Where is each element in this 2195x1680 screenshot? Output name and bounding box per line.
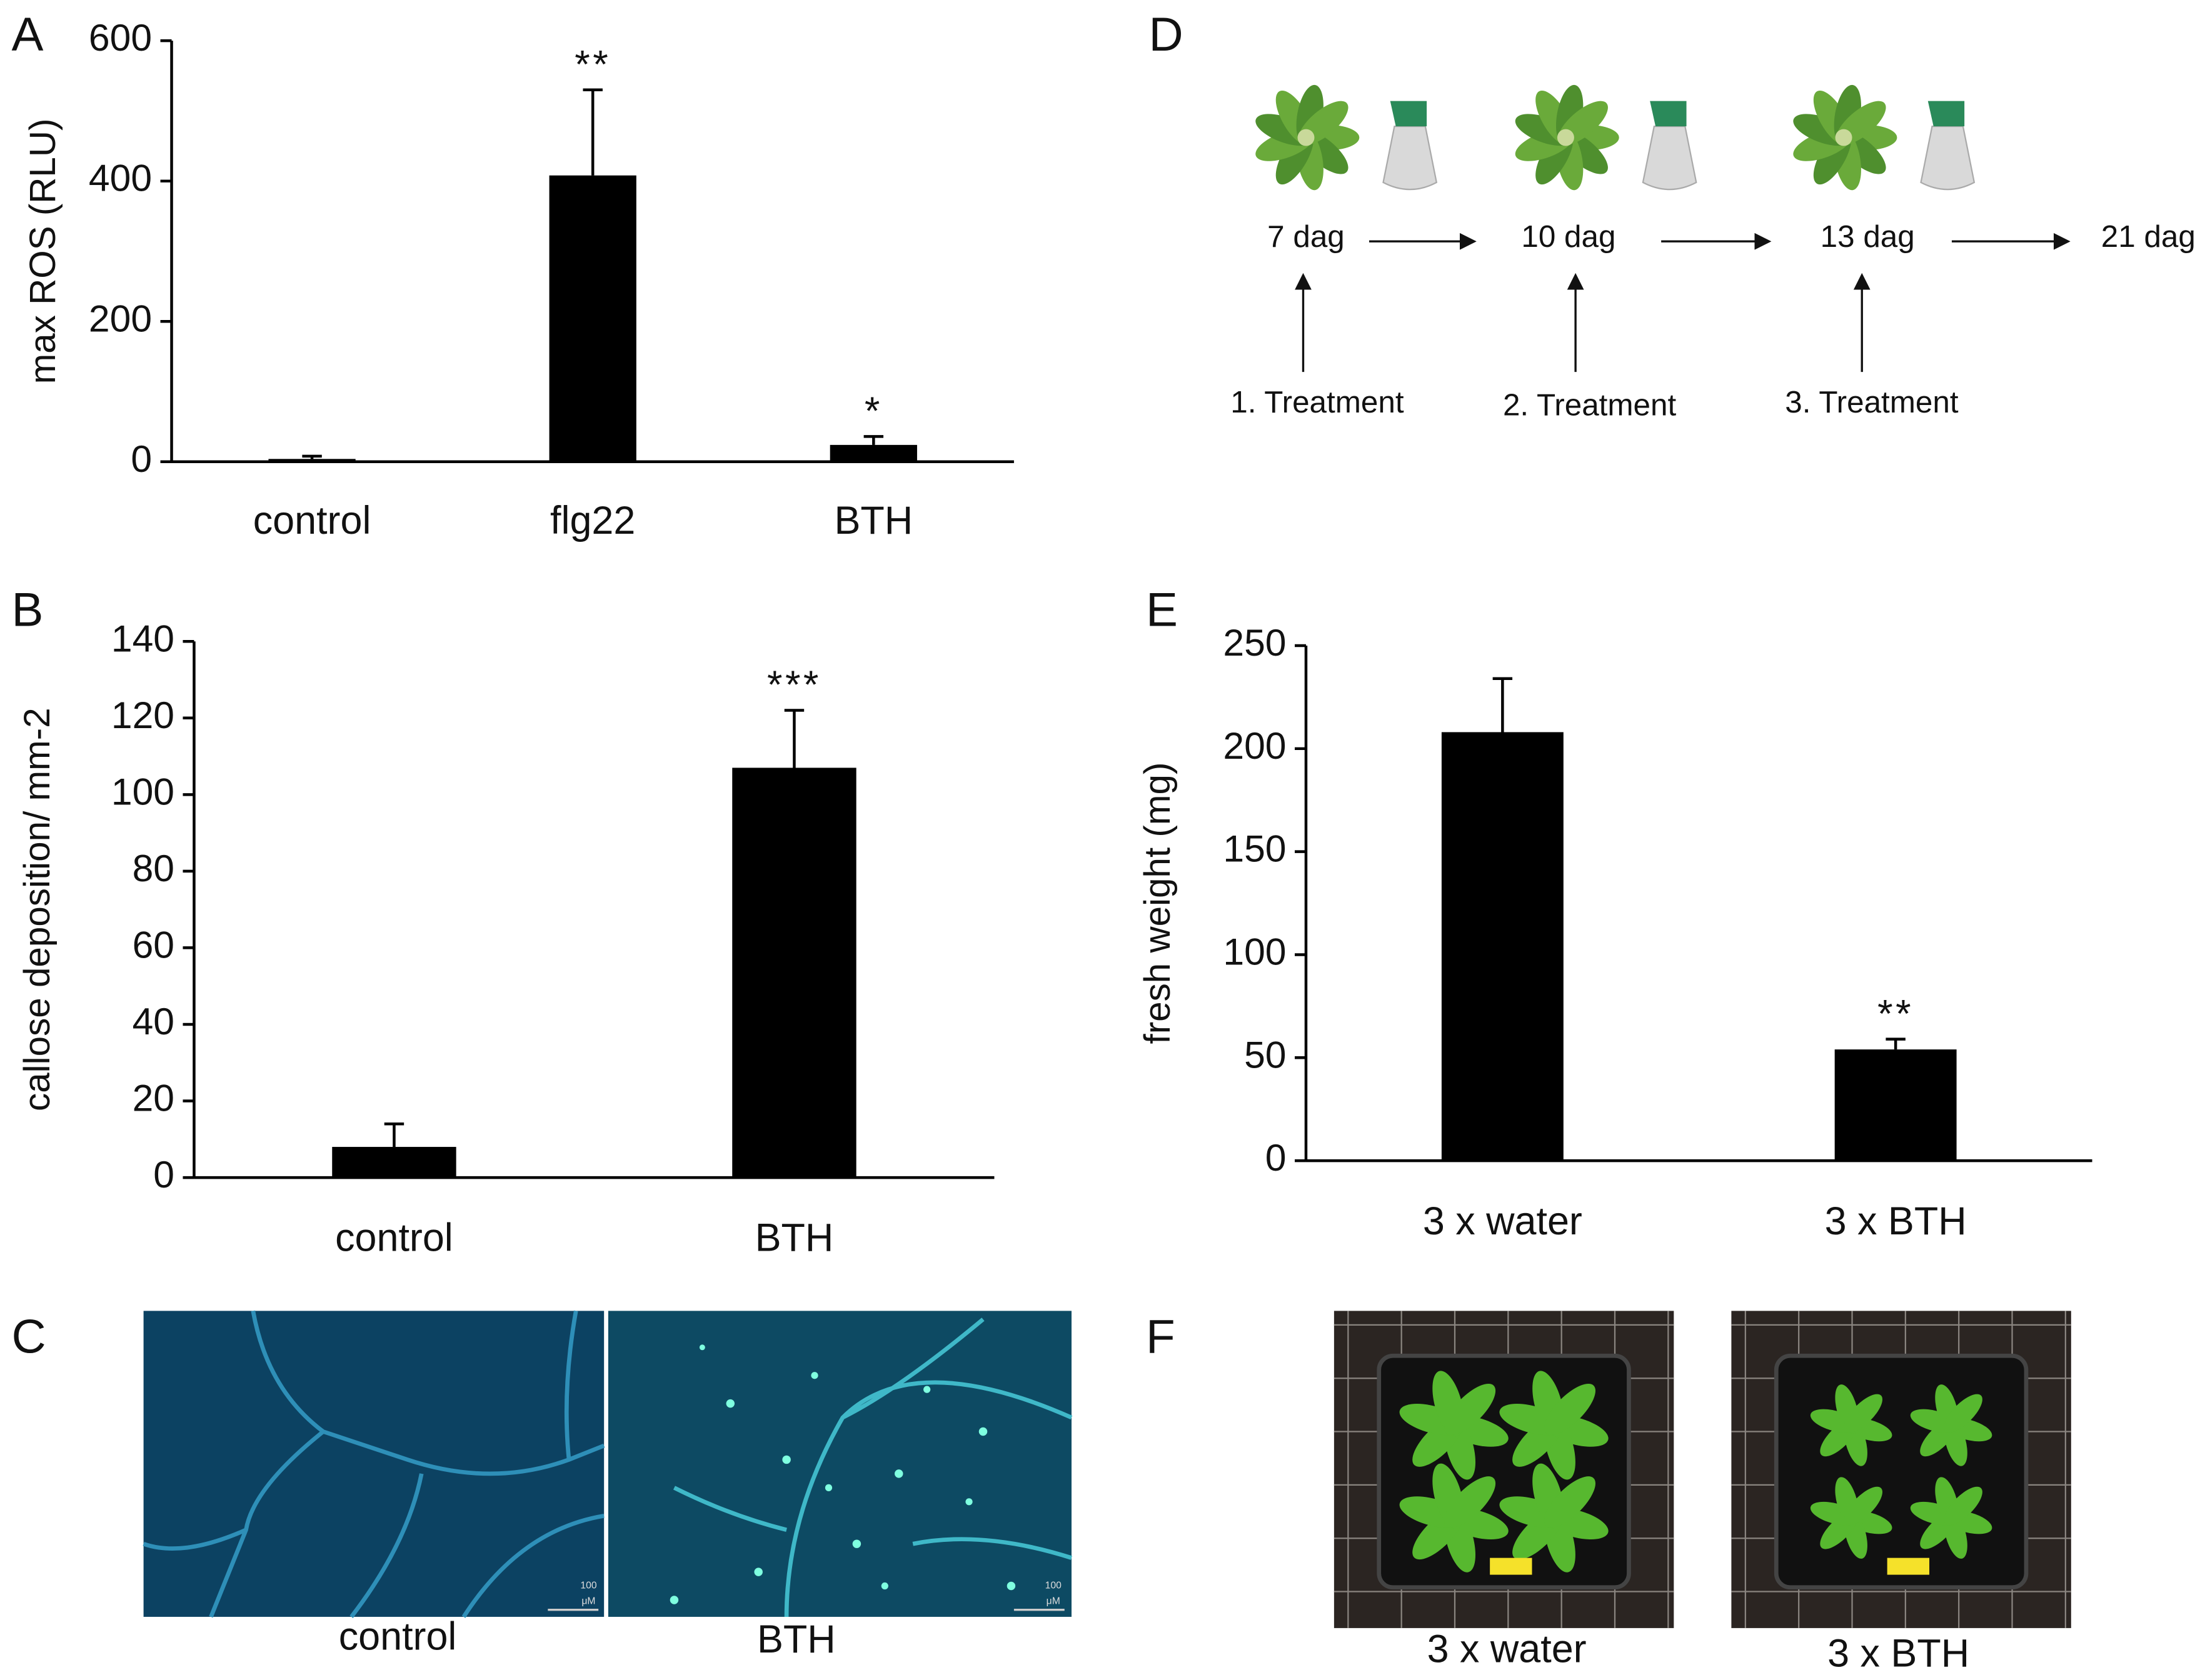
y-tick-label: 140: [111, 617, 174, 659]
plant-photos: [1334, 1311, 2071, 1628]
image-caption: control: [339, 1614, 457, 1658]
y-axis-label: fresh weight (mg): [1137, 762, 1178, 1044]
leaf: [1544, 1383, 1596, 1436]
significance: ***: [767, 663, 821, 707]
panel-label: E: [1146, 584, 1178, 637]
leaf: [1444, 1476, 1496, 1528]
panel-label: B: [12, 584, 44, 637]
timepoint: 13 dag: [1821, 219, 1915, 254]
tag: [1490, 1558, 1532, 1575]
treatment-label: 2. Treatment: [1503, 388, 1677, 422]
y-tick-label: 20: [133, 1077, 174, 1119]
error-bar: [302, 454, 322, 459]
y-tick-label: 600: [89, 16, 152, 59]
panel-label: C: [12, 1311, 46, 1364]
x-tick-label: control: [335, 1216, 453, 1260]
sprayer-head: [1927, 101, 1965, 127]
rosette-center: [1835, 129, 1852, 146]
tag: [1887, 1558, 1930, 1575]
scale-unit: μM: [581, 1596, 595, 1606]
micrograph-control: 100 μM: [143, 1310, 605, 1619]
treatment-label: 1. Treatment: [1230, 385, 1404, 419]
y-tick-label: 50: [1244, 1033, 1286, 1076]
x-tick-label: 3 x BTH: [1825, 1199, 1967, 1243]
error-bar: [583, 88, 603, 176]
y-axis-label: callose deposition/ mm-2: [17, 708, 58, 1111]
bar: [549, 175, 636, 462]
scale-unit: μM: [1047, 1596, 1060, 1606]
sprayer-head: [1390, 101, 1427, 127]
y-tick-label: 80: [133, 847, 174, 889]
significance: *: [865, 389, 883, 433]
leaf: [1844, 1394, 1883, 1433]
sprayer: [1382, 125, 1438, 191]
treatment-icons: [1255, 84, 1976, 191]
panel-label: F: [1146, 1311, 1175, 1364]
bar: [332, 1147, 456, 1178]
timepoint: 21 dag: [2101, 219, 2195, 254]
x-tick-label: 3 x water: [1423, 1199, 1582, 1243]
image-caption: 3 x water: [1427, 1628, 1587, 1671]
arrows: [1295, 232, 2071, 372]
y-tick-label: 100: [111, 770, 174, 812]
rosette-center: [1557, 129, 1574, 146]
y-tick-label: 150: [1223, 828, 1286, 870]
image-caption: 3 x BTH: [1827, 1631, 1969, 1675]
error-bar: [384, 1122, 404, 1148]
error-bar: [1492, 677, 1513, 732]
leaf: [1544, 1476, 1596, 1528]
y-axis-label: max ROS (RLU): [23, 119, 63, 384]
x-tick-label: control: [253, 499, 371, 542]
leaf: [1944, 1486, 1982, 1526]
scale-label: 100: [1045, 1581, 1062, 1591]
bar: [1441, 732, 1564, 1161]
panel-label: A: [12, 8, 44, 61]
scale-label: 100: [580, 1581, 596, 1591]
leaf: [1944, 1394, 1982, 1433]
sprayer-head: [1650, 101, 1687, 127]
sprayer: [1920, 125, 1976, 191]
leaf: [1844, 1486, 1883, 1526]
x-tick-label: flg22: [550, 499, 635, 542]
treatment-label: 3. Treatment: [1785, 385, 1959, 419]
y-tick-label: 400: [89, 157, 152, 199]
y-tick-label: 100: [1223, 930, 1286, 972]
sprayer: [1642, 125, 1697, 191]
y-tick-label: 0: [153, 1153, 174, 1196]
error-bar: [863, 435, 884, 445]
y-tick-label: 60: [133, 923, 174, 966]
rosette-center: [1297, 129, 1315, 146]
image-caption: BTH: [757, 1618, 836, 1661]
y-tick-label: 200: [89, 297, 152, 339]
error-bar: [1886, 1038, 1906, 1050]
y-tick-label: 0: [1265, 1136, 1287, 1179]
y-tick-label: 120: [111, 694, 174, 736]
micrograph-bth: 100 μM: [608, 1311, 1073, 1617]
x-tick-label: BTH: [755, 1216, 834, 1260]
x-tick-label: BTH: [834, 499, 913, 542]
bar: [1834, 1049, 1957, 1161]
significance: **: [575, 42, 611, 86]
leaf: [1444, 1383, 1496, 1436]
pot: [1774, 1353, 2029, 1590]
error-bar: [784, 709, 805, 768]
timepoint: 7 dag: [1267, 219, 1345, 254]
y-tick-label: 250: [1223, 621, 1286, 664]
bar: [732, 768, 856, 1178]
bar: [830, 444, 917, 462]
significance: **: [1877, 992, 1914, 1036]
bar: [268, 459, 356, 462]
timepoint: 10 dag: [1521, 219, 1615, 254]
panel-label: D: [1148, 8, 1183, 61]
y-tick-label: 200: [1223, 724, 1286, 767]
y-tick-label: 0: [131, 438, 152, 480]
y-tick-label: 40: [133, 1000, 174, 1042]
